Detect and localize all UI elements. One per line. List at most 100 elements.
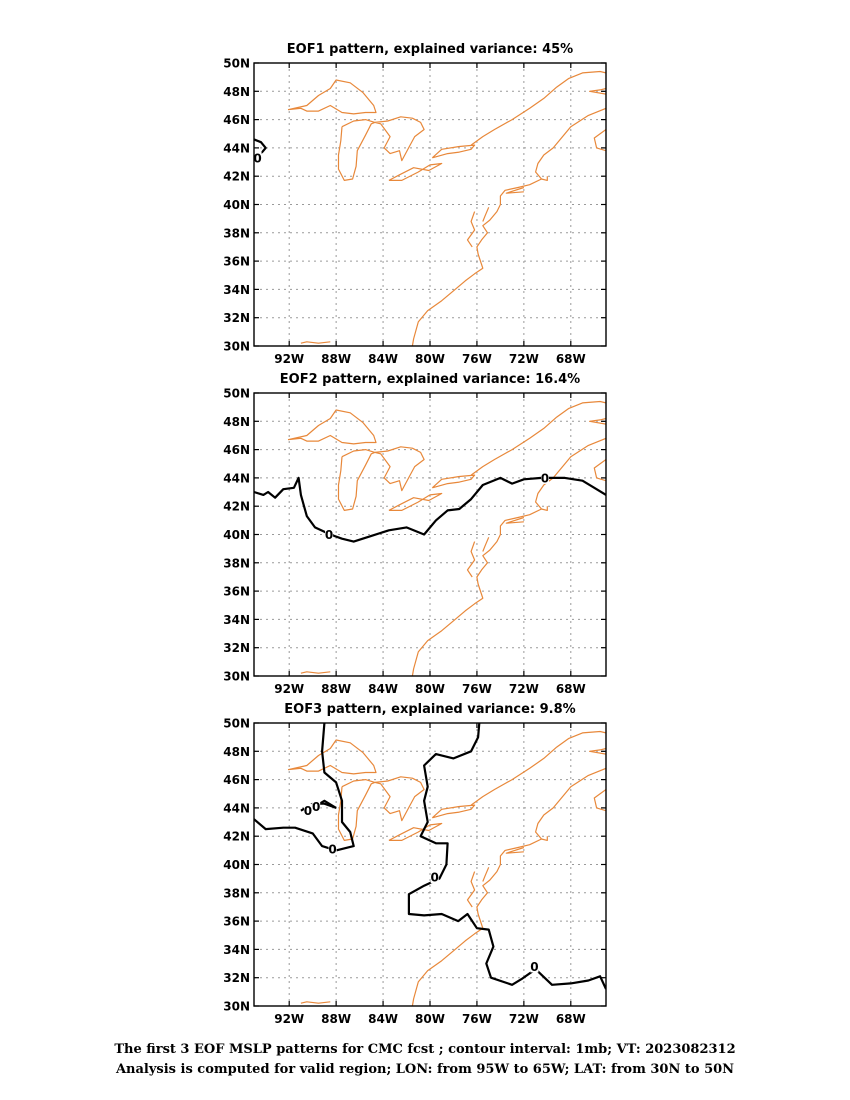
contour-label: 0 [431,871,439,885]
eof-panel-3: EOF3 pattern, explained variance: 9.8%0 0… [223,702,607,1026]
coastline [482,537,490,552]
y-tick-label: 46N [223,113,250,127]
panel-title: EOF1 pattern, explained variance: 45% [287,42,573,57]
y-tick-label: 32N [223,311,250,325]
y-tick-label: 30N [223,670,250,684]
coastline [541,176,548,181]
y-tick-label: 38N [223,886,250,900]
coastline [466,871,476,908]
coastline [287,409,377,445]
y-tick-label: 34N [223,613,250,627]
y-tick-label: 42N [223,170,250,184]
coastline [541,506,548,511]
gridlines [254,393,606,676]
panel-title: EOF2 pattern, explained variance: 16.4% [280,372,580,387]
contour-label: 0 [253,151,261,165]
contour-label-bg [325,527,334,541]
x-tick-label: 72W [509,1012,539,1026]
coastline [541,836,548,841]
coastline [300,1001,331,1004]
contour-label: 0 [304,804,312,818]
contour-label-bg [312,799,321,813]
coastline [593,459,606,482]
coastline [411,767,606,1006]
coastline [374,446,425,492]
panel-title: EOF3 pattern, explained variance: 9.8% [284,702,575,717]
y-tick-label: 44N [223,801,250,815]
coastline [374,116,425,162]
x-tick-label: 88W [321,682,351,696]
x-tick-label: 68W [556,352,586,366]
x-tick-label: 80W [415,1012,445,1026]
contour-label: 0 [325,528,333,542]
y-tick-label: 40N [223,858,250,872]
y-tick-label: 46N [223,773,250,787]
y-tick-label: 42N [223,830,250,844]
x-tick-label: 84W [368,1012,398,1026]
y-tick-label: 48N [223,85,250,99]
coastlines [287,400,606,676]
x-tick-label: 72W [509,352,539,366]
y-tick-label: 44N [223,141,250,155]
x-tick-label: 84W [368,352,398,366]
coastline [505,186,525,194]
coastline [470,730,606,806]
x-tick-label: 80W [415,352,445,366]
eof-panel-2: EOF2 pattern, explained variance: 16.4% 0… [223,372,607,696]
contour-label: 0 [328,842,336,856]
coastline [300,341,331,344]
coastline [337,449,376,511]
x-tick-label: 92W [274,682,304,696]
contour-label-bg [430,870,439,884]
y-tick-label: 48N [223,415,250,429]
y-tick-label: 36N [223,585,250,599]
coastline [482,867,490,882]
coastline [374,776,425,822]
coastline [466,211,476,248]
coastline [411,437,606,676]
coastline [482,207,490,222]
coastline [466,541,476,578]
contour-label-bg [328,841,337,855]
zero-contours [254,476,606,543]
x-tick-label: 72W [509,682,539,696]
y-tick-label: 32N [223,971,250,985]
coastline [388,492,443,511]
y-tick-label: 34N [223,283,250,297]
caption-line-2: Analysis is computed for valid region; L… [115,1062,735,1077]
y-tick-label: 40N [223,528,250,542]
contour-label-bg [540,470,549,484]
coastline [589,747,606,755]
contour-label: 0 [312,800,320,814]
x-tick-label: 68W [556,682,586,696]
y-tick-label: 50N [223,717,250,731]
contour-line [407,723,606,990]
x-tick-label: 88W [321,1012,351,1026]
x-tick-label: 68W [556,1012,586,1026]
coastline [388,822,443,841]
y-tick-label: 42N [223,500,250,514]
y-tick-label: 38N [223,226,250,240]
contour-label: 0 [530,960,538,974]
contour-label-bg [530,959,539,973]
x-tick-label: 84W [368,682,398,696]
gridlines [254,63,606,346]
coastline [337,779,376,841]
y-tick-label: 44N [223,471,250,485]
x-tick-label: 92W [274,352,304,366]
y-tick-label: 34N [223,943,250,957]
eof-figure: EOF1 pattern, explained variance: 45% 0 50… [223,42,607,1026]
eof-panel-1: EOF1 pattern, explained variance: 45% 0 50… [223,42,607,366]
contour-line [254,723,355,852]
x-tick-label: 76W [462,682,492,696]
coastlines [287,70,606,346]
x-tick-label: 76W [462,352,492,366]
coastline [287,79,377,115]
coastline [287,739,377,775]
y-tick-label: 30N [223,340,250,354]
y-tick-label: 32N [223,641,250,655]
x-tick-label: 88W [321,352,351,366]
coastline [470,70,606,146]
coastline [388,162,443,181]
y-tick-label: 48N [223,745,250,759]
